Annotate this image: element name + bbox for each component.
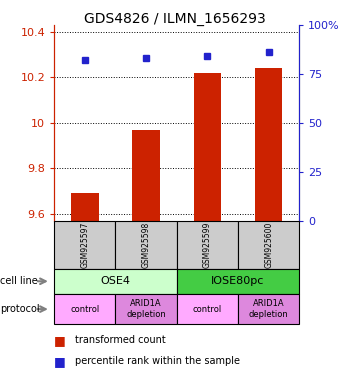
Bar <box>255 68 282 221</box>
Bar <box>132 130 160 221</box>
Bar <box>71 194 99 221</box>
Text: control: control <box>70 305 99 314</box>
Text: control: control <box>193 305 222 314</box>
Text: ARID1A
depletion: ARID1A depletion <box>249 300 288 319</box>
Text: GDS4826 / ILMN_1656293: GDS4826 / ILMN_1656293 <box>84 12 266 26</box>
Text: GSM925600: GSM925600 <box>264 222 273 268</box>
Text: OSE4: OSE4 <box>100 276 131 286</box>
Bar <box>194 73 221 221</box>
Text: cell line: cell line <box>0 276 38 286</box>
Text: percentile rank within the sample: percentile rank within the sample <box>75 356 239 366</box>
Text: GSM925598: GSM925598 <box>142 222 150 268</box>
Text: GSM925599: GSM925599 <box>203 222 212 268</box>
Text: ■: ■ <box>54 334 66 347</box>
Text: ■: ■ <box>54 355 66 368</box>
Text: transformed count: transformed count <box>75 335 165 345</box>
Text: protocol: protocol <box>0 304 40 314</box>
Text: GSM925597: GSM925597 <box>80 222 89 268</box>
Text: IOSE80pc: IOSE80pc <box>211 276 265 286</box>
Text: ARID1A
depletion: ARID1A depletion <box>126 300 166 319</box>
